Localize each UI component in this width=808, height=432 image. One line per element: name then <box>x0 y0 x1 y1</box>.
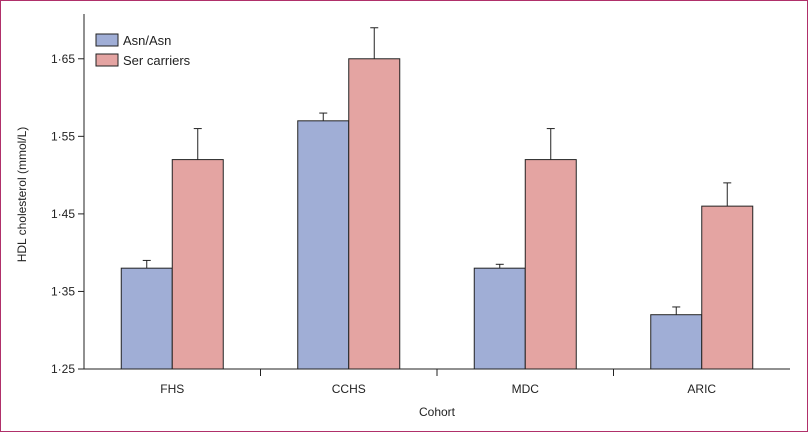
bar <box>297 120 350 370</box>
bars <box>120 58 754 370</box>
x-axis-title: Cohort <box>419 405 456 419</box>
legend-label-ser-carriers: Ser carriers <box>123 53 191 68</box>
bar <box>348 58 401 370</box>
x-tick-label: FHS <box>160 382 184 396</box>
y-tick-label: 1·25 <box>51 362 75 376</box>
y-tick-label: 1·35 <box>51 284 75 298</box>
bar <box>701 205 754 370</box>
legend-swatch-ser-carriers <box>95 53 119 67</box>
bar <box>171 159 224 370</box>
legend: Asn/Asn Ser carriers <box>95 33 191 68</box>
x-tick-label: CCHS <box>332 382 366 396</box>
bar <box>473 267 526 370</box>
legend-label-asn-asn: Asn/Asn <box>123 33 171 48</box>
bar <box>524 159 577 370</box>
y-tick-label: 1·45 <box>51 207 75 221</box>
bar <box>120 267 173 370</box>
bar <box>650 314 703 370</box>
x-tick-label: MDC <box>512 382 540 396</box>
y-tick-label: 1·65 <box>51 52 75 66</box>
x-tick-label: ARIC <box>687 382 716 396</box>
legend-swatch-asn-asn <box>95 33 119 47</box>
error-bars <box>142 27 732 315</box>
y-axis-title: HDL cholesterol (mmol/L) <box>15 127 29 263</box>
y-tick-label: 1·55 <box>51 129 75 143</box>
